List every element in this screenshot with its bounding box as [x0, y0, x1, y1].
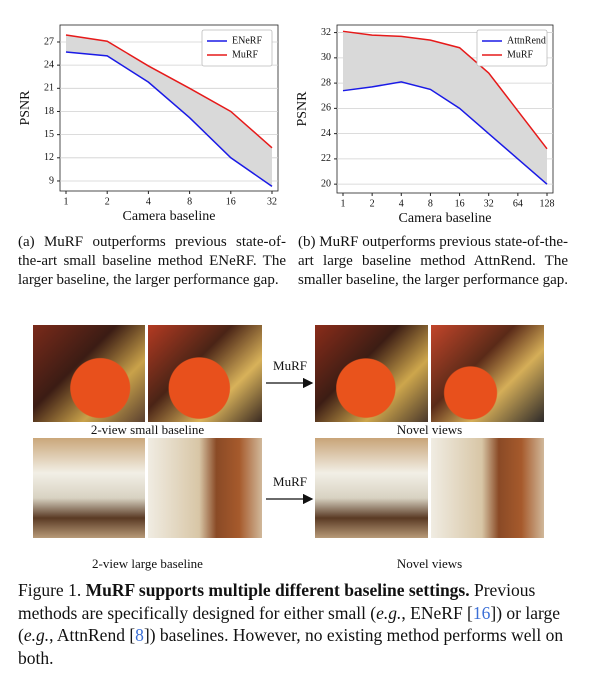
x-tick-label: 32	[267, 196, 277, 207]
x-tick-label: 16	[226, 196, 236, 207]
image-label: Novel views	[396, 422, 463, 437]
photo	[33, 438, 145, 538]
caption-text: ]) baselines. However, no existing metho…	[18, 625, 564, 668]
legend-label: MuRF	[507, 49, 534, 60]
y-tick-label: 32	[321, 27, 331, 38]
image-label: 2-view small baseline	[90, 422, 205, 437]
x-tick-label: 8	[428, 198, 433, 209]
x-tick-label: 1	[64, 196, 69, 207]
x-tick-label: 128	[540, 198, 555, 209]
arrow-label: MuRF	[273, 474, 307, 489]
caption-text: , AttnRend [	[49, 625, 136, 645]
caption-text: , ENeRF [	[401, 602, 473, 623]
shaded-gap	[343, 31, 547, 185]
y-tick-label: 24	[44, 59, 54, 70]
series-line	[342, 30, 548, 150]
arrows	[266, 377, 314, 505]
legend-box	[476, 29, 548, 67]
photo	[431, 325, 544, 422]
photo	[315, 325, 428, 422]
y-axis-label: PSNR	[295, 91, 310, 127]
x-tick-label: 2	[105, 196, 110, 207]
x-tick-label: 4	[146, 196, 151, 207]
photo	[431, 438, 544, 538]
y-tick-label: 9	[49, 175, 54, 186]
y-tick-label: 27	[44, 36, 54, 47]
y-tick-label: 26	[321, 103, 331, 114]
photo	[315, 438, 428, 538]
caption-b: (b) MuRF outperforms previous state-of-t…	[298, 234, 569, 288]
y-tick-label: 12	[44, 152, 54, 163]
x-axis-label: Camera baseline	[123, 209, 216, 224]
y-tick-label: 18	[44, 106, 54, 117]
x-tick-label: 16	[455, 198, 465, 209]
caption-text: ]) or large (	[18, 602, 561, 646]
image-label: Novel views	[396, 556, 463, 571]
x-tick-label: 1	[341, 198, 346, 209]
y-tick-label: 15	[44, 129, 54, 140]
series-line	[342, 81, 548, 185]
photo	[148, 438, 262, 538]
y-axis-label: PSNR	[18, 90, 33, 126]
y-tick-label: 30	[321, 52, 331, 63]
series-line	[65, 51, 273, 187]
x-tick-label: 2	[370, 198, 375, 209]
y-tick-label: 20	[321, 178, 331, 189]
arrow-label: MuRF	[273, 358, 307, 373]
citation[interactable]: 16	[472, 602, 491, 623]
legend-label: AttnRend	[507, 35, 546, 46]
series-line	[65, 34, 273, 149]
caption-text: e.g.	[23, 625, 50, 645]
caption-a: (a) MuRF outperforms previous state-of-t…	[18, 234, 286, 288]
y-tick-label: 21	[44, 83, 54, 94]
y-tick-label: 22	[321, 153, 331, 164]
x-axis-label: Camera baseline	[399, 211, 492, 225]
figure-caption: Figure 1. MuRF supports multiple differe…	[18, 579, 574, 669]
photo	[148, 325, 262, 422]
y-tick-label: 24	[321, 128, 331, 139]
caption-text: e.g.	[376, 602, 402, 623]
x-tick-label: 32	[484, 198, 494, 209]
citation[interactable]: 8	[135, 625, 144, 645]
legend-box	[201, 29, 273, 67]
caption-prefix: Figure 1.	[18, 580, 82, 600]
caption-text: Previous methods are specifically design…	[18, 580, 536, 623]
y-tick-label: 28	[321, 77, 331, 88]
photo	[33, 325, 145, 422]
caption-headline: MuRF supports multiple different baselin…	[85, 580, 470, 600]
x-tick-label: 4	[399, 198, 404, 209]
plot-frame	[59, 24, 279, 192]
plot-frame	[336, 24, 554, 194]
legend-label: ENeRF	[232, 35, 262, 46]
x-tick-label: 64	[513, 198, 523, 209]
image-label: 2-view large baseline	[92, 556, 203, 571]
legend-label: MuRF	[232, 49, 259, 60]
x-tick-label: 8	[187, 196, 192, 207]
